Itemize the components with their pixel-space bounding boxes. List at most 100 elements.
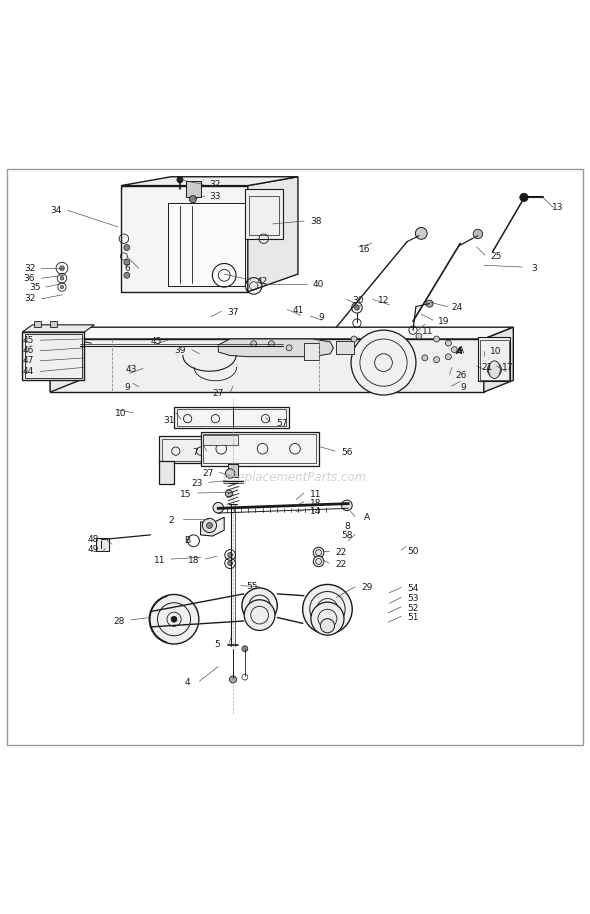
Polygon shape	[50, 327, 513, 339]
Text: 11: 11	[422, 327, 434, 336]
Circle shape	[60, 285, 64, 289]
Circle shape	[303, 584, 352, 634]
Text: 32: 32	[24, 264, 35, 272]
Bar	[304, 343, 319, 359]
Bar	[162, 439, 263, 462]
Bar	[480, 340, 509, 379]
Circle shape	[313, 547, 324, 558]
Circle shape	[434, 336, 440, 342]
Polygon shape	[50, 327, 80, 392]
Circle shape	[124, 245, 130, 250]
Text: 9: 9	[460, 383, 466, 392]
Text: eReplacementParts.com: eReplacementParts.com	[223, 471, 367, 484]
Polygon shape	[484, 327, 513, 392]
Bar	[249, 197, 279, 235]
Text: 39: 39	[174, 346, 186, 356]
Text: 16: 16	[359, 245, 371, 254]
Circle shape	[189, 196, 196, 203]
Text: 28: 28	[113, 617, 125, 625]
Text: 53: 53	[407, 594, 419, 603]
Text: 30: 30	[352, 296, 364, 305]
Text: 17: 17	[502, 363, 513, 372]
Circle shape	[124, 272, 130, 278]
Circle shape	[473, 229, 483, 239]
Circle shape	[311, 602, 344, 635]
Circle shape	[416, 333, 422, 339]
Circle shape	[313, 556, 324, 567]
Circle shape	[228, 561, 232, 566]
Circle shape	[124, 260, 130, 265]
Bar	[159, 462, 174, 484]
Text: 24: 24	[451, 303, 463, 313]
Text: 52: 52	[407, 603, 419, 612]
Text: 27: 27	[212, 389, 224, 399]
Bar	[159, 436, 266, 462]
Circle shape	[351, 330, 416, 395]
Text: 50: 50	[407, 547, 419, 556]
Bar	[177, 409, 286, 426]
Text: 23: 23	[191, 479, 203, 488]
Text: 3: 3	[531, 264, 537, 272]
Bar	[22, 332, 84, 380]
Text: 32: 32	[24, 294, 35, 303]
Bar	[96, 538, 109, 551]
Text: 56: 56	[341, 448, 353, 457]
Bar	[245, 188, 283, 239]
Text: 32: 32	[209, 180, 221, 189]
Text: 9: 9	[319, 313, 324, 322]
Circle shape	[206, 523, 212, 528]
Text: 27: 27	[202, 469, 214, 478]
Circle shape	[355, 305, 359, 310]
Text: 35: 35	[30, 282, 41, 292]
Circle shape	[445, 354, 451, 359]
Text: 37: 37	[227, 308, 239, 317]
Circle shape	[213, 503, 224, 513]
Bar	[203, 434, 316, 463]
Text: 5: 5	[214, 640, 220, 649]
Circle shape	[445, 340, 451, 346]
Bar	[478, 337, 510, 381]
Text: 48: 48	[87, 535, 99, 544]
Text: 4: 4	[185, 678, 191, 687]
Polygon shape	[22, 324, 94, 332]
Polygon shape	[218, 339, 333, 356]
Bar	[34, 322, 41, 327]
Circle shape	[228, 553, 232, 558]
Text: 38: 38	[310, 217, 322, 226]
Text: 2: 2	[168, 515, 174, 525]
Text: 49: 49	[87, 545, 99, 554]
Text: 51: 51	[407, 613, 419, 622]
Text: 55: 55	[247, 582, 258, 591]
Circle shape	[422, 355, 428, 361]
Circle shape	[426, 300, 433, 307]
Text: 21: 21	[481, 363, 493, 372]
Circle shape	[451, 346, 457, 353]
Circle shape	[242, 646, 248, 652]
Text: 11: 11	[153, 556, 165, 565]
Text: 29: 29	[361, 583, 373, 592]
Circle shape	[342, 500, 352, 511]
Bar	[186, 181, 201, 197]
Circle shape	[415, 228, 427, 239]
Ellipse shape	[489, 361, 500, 378]
Text: 7: 7	[192, 448, 198, 457]
Text: 40: 40	[313, 281, 324, 289]
Text: 44: 44	[22, 367, 34, 376]
Text: A: A	[364, 514, 370, 522]
Text: 36: 36	[24, 273, 35, 282]
Text: A: A	[455, 347, 463, 356]
Bar	[228, 464, 238, 477]
Text: 47: 47	[22, 356, 34, 366]
Text: 12: 12	[378, 296, 389, 305]
Polygon shape	[121, 176, 298, 186]
Text: 46: 46	[22, 346, 34, 356]
Circle shape	[177, 176, 183, 183]
Text: 15: 15	[180, 490, 192, 499]
Polygon shape	[121, 186, 248, 292]
Text: 45: 45	[150, 337, 162, 345]
Text: 34: 34	[50, 206, 62, 215]
Circle shape	[171, 616, 177, 622]
Circle shape	[230, 675, 237, 683]
Polygon shape	[168, 203, 245, 286]
Text: 33: 33	[209, 192, 221, 201]
